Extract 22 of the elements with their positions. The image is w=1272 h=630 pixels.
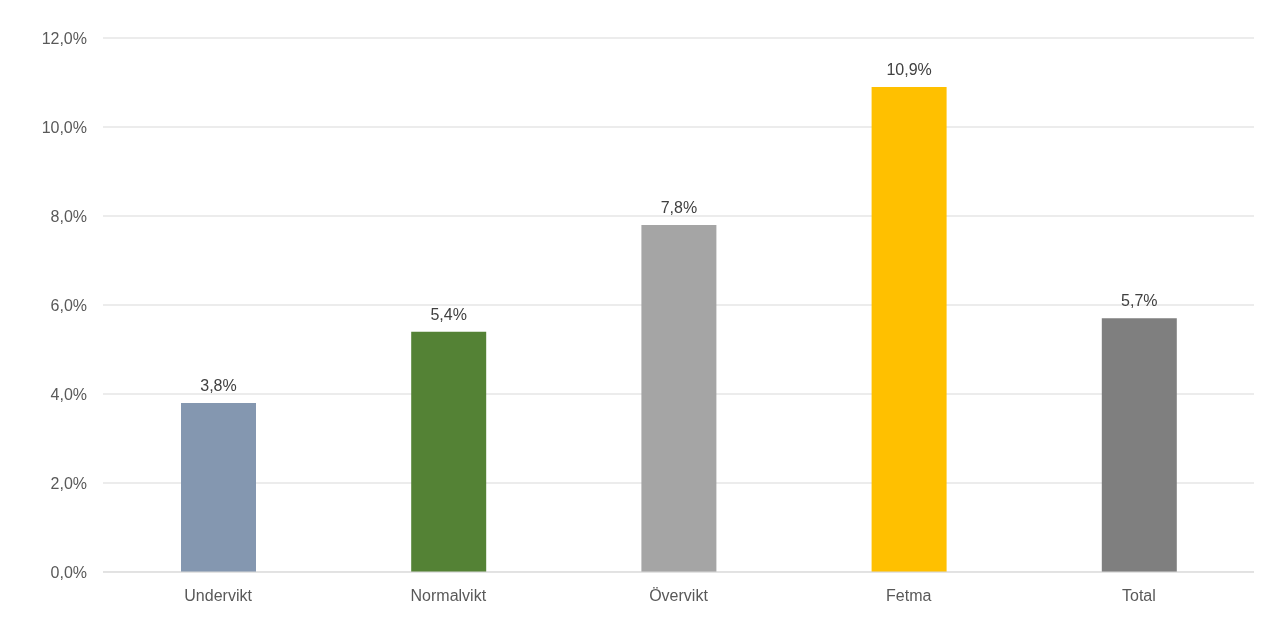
- x-tick-label: Undervikt: [184, 587, 253, 605]
- y-tick-label: 6,0%: [50, 296, 87, 314]
- bar: [871, 86, 947, 572]
- data-label: 5,4%: [430, 305, 467, 323]
- x-tick-label: Normalvikt: [410, 587, 487, 605]
- data-label: 7,8%: [660, 198, 698, 216]
- y-tick-label: 2,0%: [50, 474, 87, 492]
- y-tick-label: 10,0%: [41, 118, 87, 136]
- bar: [1101, 318, 1177, 572]
- y-tick-label: 8,0%: [50, 207, 87, 225]
- x-tick-label: Fetma: [886, 587, 932, 605]
- x-tick-label: Övervikt: [649, 587, 709, 605]
- y-tick-label: 4,0%: [50, 385, 87, 403]
- data-label: 5,7%: [1121, 292, 1158, 310]
- data-label: 3,8%: [200, 376, 237, 394]
- data-label: 10,9%: [886, 60, 932, 78]
- y-tick-label: 0,0%: [50, 563, 87, 581]
- bar: [181, 402, 256, 572]
- x-tick-label: Total: [1122, 587, 1156, 605]
- bar: [641, 224, 717, 572]
- bar: [411, 331, 487, 572]
- y-tick-label: 12,0%: [41, 29, 87, 47]
